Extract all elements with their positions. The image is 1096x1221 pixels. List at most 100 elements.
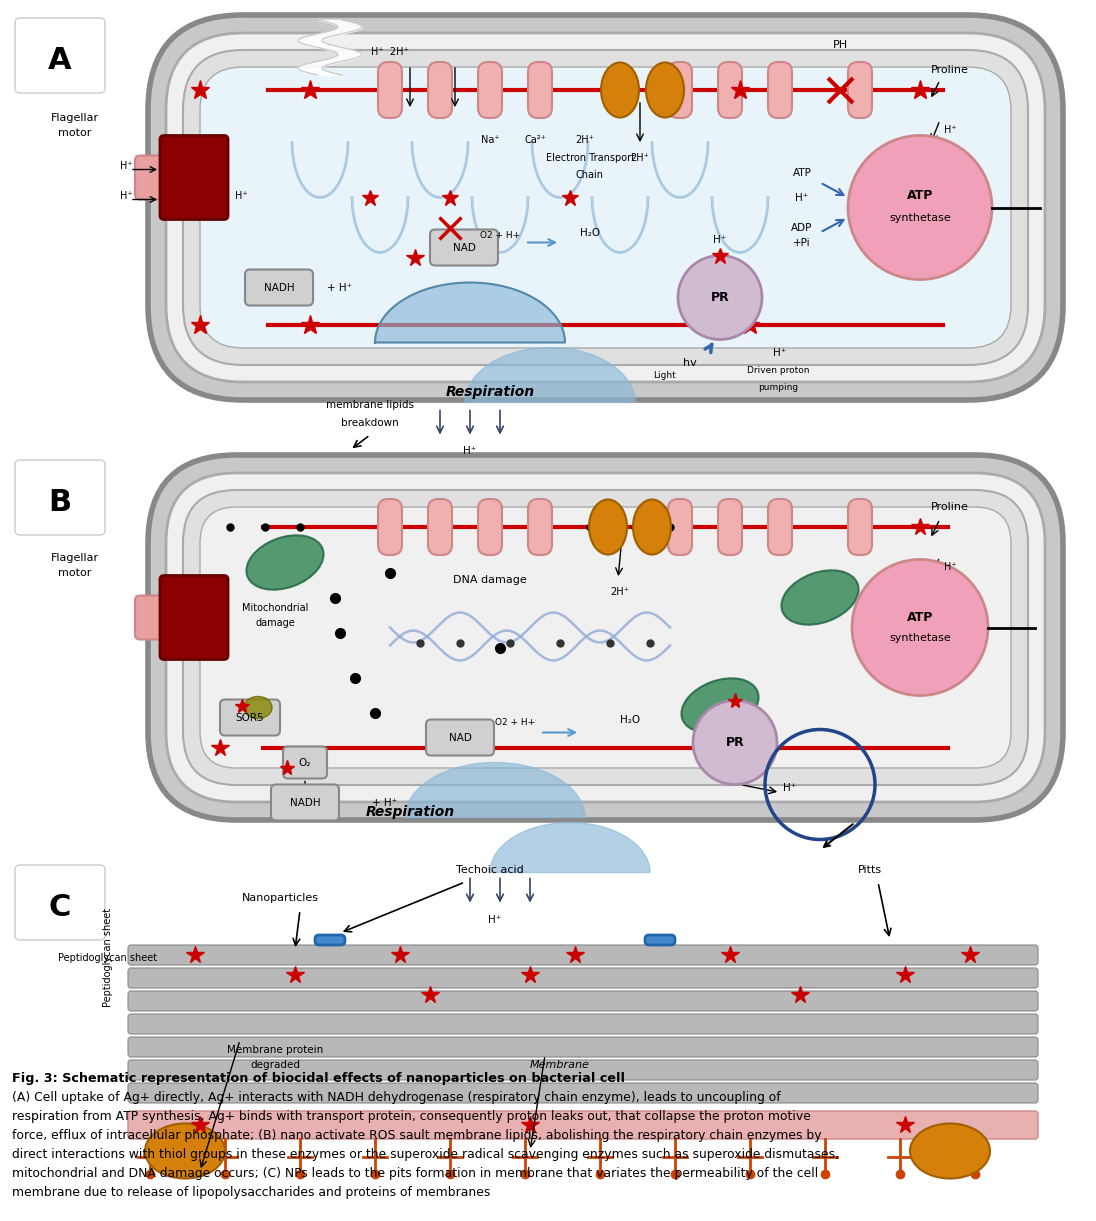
FancyBboxPatch shape [718, 499, 742, 556]
FancyBboxPatch shape [165, 473, 1044, 802]
Text: Light: Light [653, 371, 676, 380]
FancyBboxPatch shape [183, 490, 1028, 785]
Circle shape [848, 136, 992, 280]
Text: H⁺: H⁺ [489, 915, 502, 924]
FancyBboxPatch shape [15, 864, 105, 940]
FancyBboxPatch shape [199, 507, 1011, 768]
FancyBboxPatch shape [135, 596, 165, 640]
Text: Peptidoglycan sheet: Peptidoglycan sheet [103, 908, 113, 1007]
Text: motor: motor [58, 127, 92, 138]
Ellipse shape [682, 679, 758, 733]
Text: Chain: Chain [576, 170, 604, 179]
Text: H⁺: H⁺ [119, 190, 133, 200]
Text: H⁺: H⁺ [713, 234, 727, 244]
Text: + H⁺: + H⁺ [328, 282, 353, 293]
FancyBboxPatch shape [315, 935, 345, 945]
Text: 2H⁺: 2H⁺ [575, 136, 594, 145]
Text: Flagellar: Flagellar [50, 112, 99, 122]
FancyBboxPatch shape [128, 1111, 1038, 1139]
Text: Electron Transport: Electron Transport [546, 153, 635, 162]
Text: O2 + H+: O2 + H+ [495, 718, 535, 726]
Text: H⁺: H⁺ [774, 348, 787, 358]
Ellipse shape [601, 62, 639, 117]
Text: direct interactions with thiol groups in these enzymes or the superoxide radical: direct interactions with thiol groups in… [12, 1148, 840, 1161]
Text: synthetase: synthetase [889, 212, 951, 222]
FancyBboxPatch shape [15, 460, 105, 535]
Ellipse shape [589, 499, 627, 554]
FancyBboxPatch shape [15, 18, 105, 93]
FancyBboxPatch shape [848, 499, 872, 556]
Text: PH: PH [833, 40, 847, 50]
Text: Proline: Proline [932, 65, 969, 74]
Ellipse shape [633, 499, 671, 554]
Text: H⁺: H⁺ [944, 562, 957, 571]
Polygon shape [406, 763, 585, 818]
Text: Flagellar: Flagellar [50, 552, 99, 563]
FancyBboxPatch shape [183, 50, 1028, 365]
FancyBboxPatch shape [667, 499, 692, 556]
Text: hv: hv [683, 358, 697, 368]
Polygon shape [490, 823, 650, 873]
Text: motor: motor [58, 568, 92, 578]
FancyBboxPatch shape [148, 455, 1063, 821]
Circle shape [693, 701, 777, 785]
Text: Respiration: Respiration [445, 385, 535, 399]
Text: Mitochondrial: Mitochondrial [242, 602, 308, 613]
FancyBboxPatch shape [646, 935, 675, 945]
Text: respiration from ATP synthesis, Ag+ binds with transport protein, consequently p: respiration from ATP synthesis, Ag+ bind… [12, 1110, 811, 1123]
Text: H₂O: H₂O [620, 714, 640, 724]
Text: Fig. 3: Schematic representation of biocidal effects of nanoparticles on bacteri: Fig. 3: Schematic representation of bioc… [12, 1072, 625, 1085]
FancyBboxPatch shape [128, 1083, 1038, 1103]
Text: H⁺: H⁺ [235, 190, 248, 200]
FancyBboxPatch shape [199, 67, 1011, 348]
Text: 2H⁺: 2H⁺ [630, 153, 650, 162]
Text: H⁺: H⁺ [796, 193, 809, 203]
Text: Techoic acid: Techoic acid [456, 864, 524, 875]
Text: ATP: ATP [906, 189, 933, 201]
Circle shape [852, 559, 987, 696]
Text: Ca²⁺: Ca²⁺ [524, 136, 546, 145]
Text: H⁺  2H⁺: H⁺ 2H⁺ [372, 46, 409, 57]
Polygon shape [465, 348, 635, 403]
FancyBboxPatch shape [246, 270, 313, 305]
Text: Pitts: Pitts [858, 864, 882, 875]
FancyBboxPatch shape [128, 1037, 1038, 1057]
Polygon shape [375, 282, 566, 343]
FancyBboxPatch shape [271, 785, 339, 821]
FancyBboxPatch shape [128, 1060, 1038, 1081]
FancyBboxPatch shape [128, 945, 1038, 965]
Text: 2H⁺: 2H⁺ [610, 587, 629, 597]
Text: PR: PR [710, 291, 729, 304]
Text: +Pi: +Pi [794, 238, 811, 248]
Text: Membrane protein: Membrane protein [227, 1045, 323, 1055]
Text: degraded: degraded [250, 1060, 300, 1070]
FancyBboxPatch shape [429, 499, 452, 556]
FancyBboxPatch shape [768, 62, 792, 118]
Ellipse shape [646, 62, 684, 117]
Text: SOR5: SOR5 [236, 713, 264, 723]
FancyBboxPatch shape [426, 719, 494, 756]
Text: Na⁺: Na⁺ [481, 136, 500, 145]
Text: Membrane: Membrane [530, 1060, 590, 1070]
Text: Driven proton: Driven proton [746, 366, 809, 375]
FancyBboxPatch shape [718, 62, 742, 118]
Text: H⁺: H⁺ [119, 160, 133, 171]
FancyBboxPatch shape [768, 499, 792, 556]
FancyBboxPatch shape [528, 62, 552, 118]
Ellipse shape [247, 535, 323, 590]
FancyBboxPatch shape [430, 230, 498, 265]
FancyBboxPatch shape [128, 1013, 1038, 1034]
Text: Proline: Proline [932, 502, 969, 512]
FancyBboxPatch shape [667, 62, 692, 118]
Text: B: B [48, 487, 71, 516]
Text: ATP: ATP [906, 610, 933, 624]
Text: pumping: pumping [758, 383, 798, 392]
Text: damage: damage [255, 618, 295, 628]
Text: (A) Cell uptake of Ag+ directly, Ag+ interacts with NADH dehydrogenase (respirat: (A) Cell uptake of Ag+ directly, Ag+ int… [12, 1092, 780, 1104]
FancyBboxPatch shape [478, 499, 502, 556]
Text: membrane lipids: membrane lipids [326, 400, 414, 410]
FancyBboxPatch shape [128, 968, 1038, 988]
Text: O₂: O₂ [299, 757, 311, 768]
FancyBboxPatch shape [378, 62, 402, 118]
Text: H₂O: H₂O [580, 227, 601, 238]
